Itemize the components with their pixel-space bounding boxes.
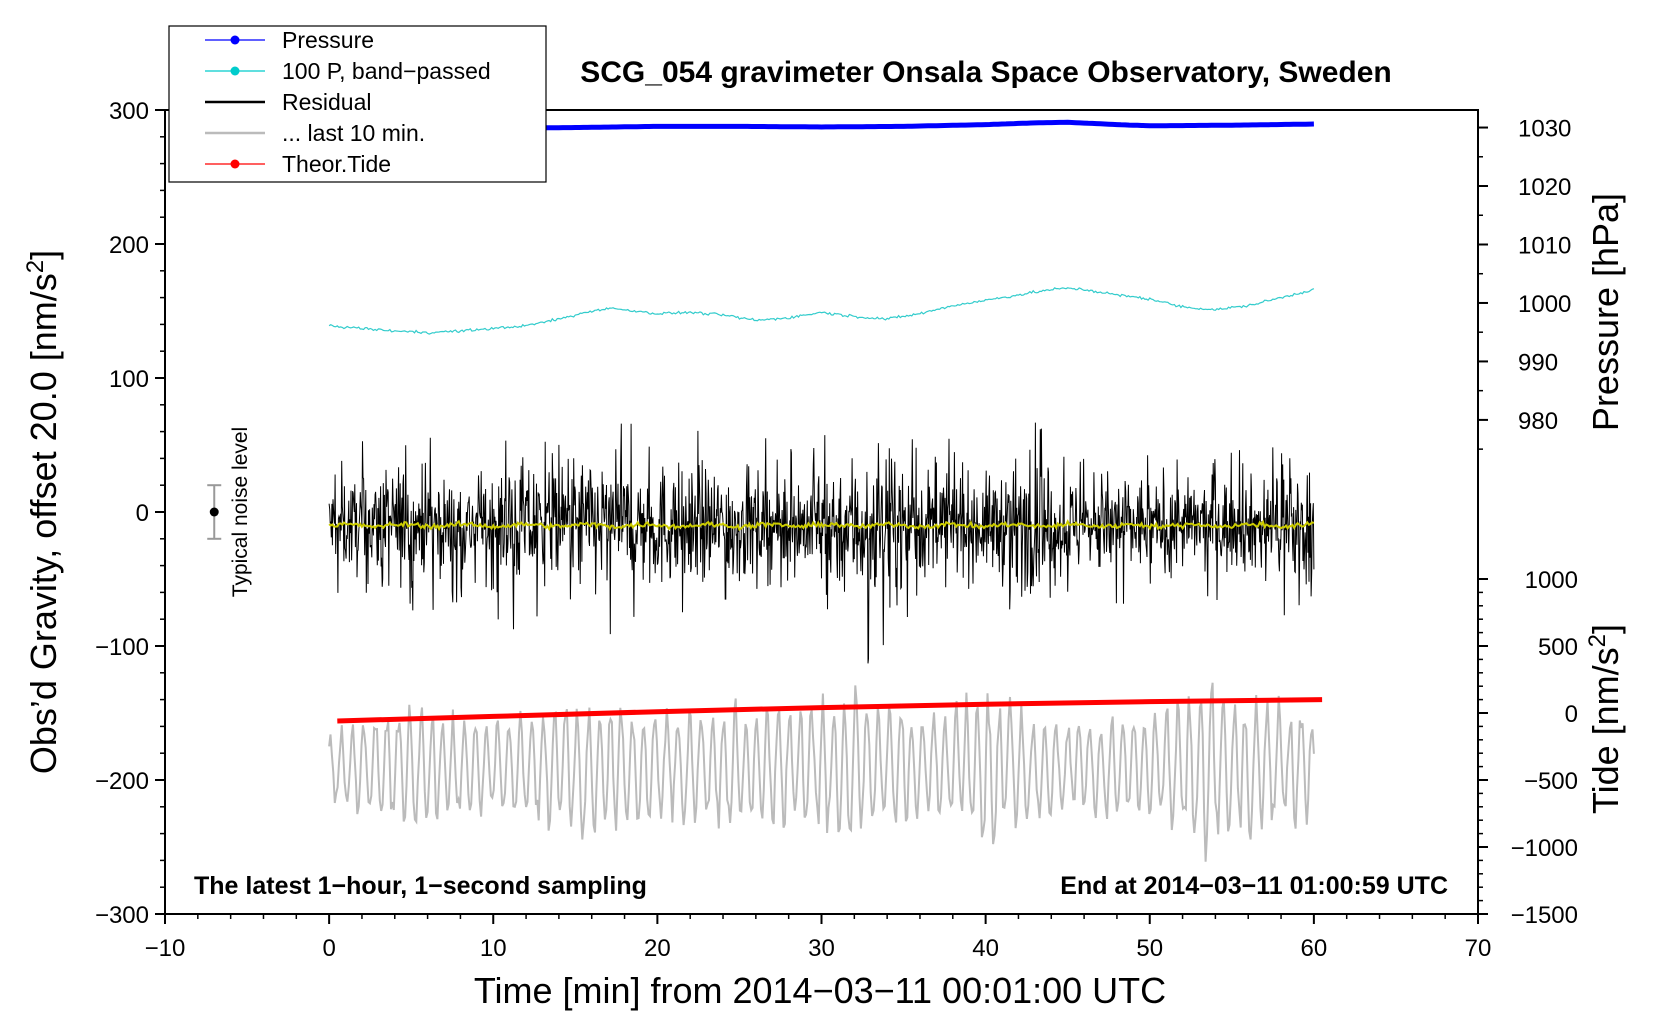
x-tick-label: 40 [972,935,999,962]
y-axis-label-tide: Tide [nm/s2] [1584,624,1626,814]
legend-label: 100 P, band−passed [282,58,491,84]
tide-tick-label: 500 [1538,634,1578,661]
x-tick-label: 30 [808,935,835,962]
y-tick-label: −100 [95,634,149,661]
y-tick-label: −200 [95,768,149,795]
series-layer [328,119,1323,862]
x-axis-label: Time [min] from 2014−03−11 00:01:00 UTC [474,970,1166,1011]
residual-series [328,422,1315,664]
x-tick-label: 20 [644,935,671,962]
y-axis-label-main: Obs’d Gravity, offset 20.0 [nm/s2] [22,250,64,774]
legend-label: Residual [282,89,372,115]
legend-swatch-marker [230,35,240,45]
y-tick-label: 0 [136,500,149,527]
legend-label: Pressure [282,27,374,53]
tide-tick-label: −500 [1524,768,1578,795]
x-tick-label: 50 [1136,935,1163,962]
legend-label: Theor.Tide [282,151,391,177]
chart-title: SCG_054 gravimeter Onsala Space Observat… [580,56,1392,89]
tide-tick-label: 1000 [1525,567,1578,594]
theoretical-tide-series [337,697,1323,724]
pressure-tick-label: 1010 [1518,232,1571,259]
legend-label: ... last 10 min. [282,120,425,146]
x-tick-label: 60 [1301,935,1328,962]
pressure-tick-label: 1020 [1518,174,1571,201]
x-tick-label: 70 [1465,935,1492,962]
y-axis-label-pressure: Pressure [hPa] [1585,193,1626,431]
legend-swatch-marker [230,66,240,76]
annotation-layer [207,484,222,540]
noise-bar-center-dot [209,507,219,517]
y-tick-label: 200 [109,232,149,259]
last-10-min-series [328,682,1315,862]
tide-tick-label: −1500 [1511,902,1578,929]
end-time-annotation: End at 2014−03−11 01:00:59 UTC [1060,872,1448,900]
residual-smoothed-series [328,519,1315,532]
y-tick-label: −300 [95,902,149,929]
pressure-tick-label: 990 [1518,349,1558,376]
sampling-annotation: The latest 1−hour, 1−second sampling [194,872,647,900]
pressure-tick-label: 1030 [1518,116,1571,143]
pressure-tick-label: 1000 [1518,291,1571,318]
tide-tick-label: −1000 [1511,835,1578,862]
noise-level-label: Typical noise level [229,427,252,597]
tide-tick-label: 0 [1565,701,1578,728]
legend-swatch-marker [230,159,240,169]
x-tick-label: 0 [322,935,335,962]
axis-layer: −10 0 10 20 30 40 50 60 70−300−200−1000100200300… [95,98,1578,962]
legend: Pressure 100 P, band−passed Residual ... la… [168,25,547,183]
legend-box [168,25,547,183]
x-tick-label: −10 [145,935,186,962]
y-tick-label: 300 [109,98,149,125]
pressure-tick-label: 980 [1518,408,1558,435]
y-tick-label: 100 [109,366,149,393]
x-tick-label: 10 [480,935,507,962]
bandpassed-pressure-series [328,287,1315,335]
